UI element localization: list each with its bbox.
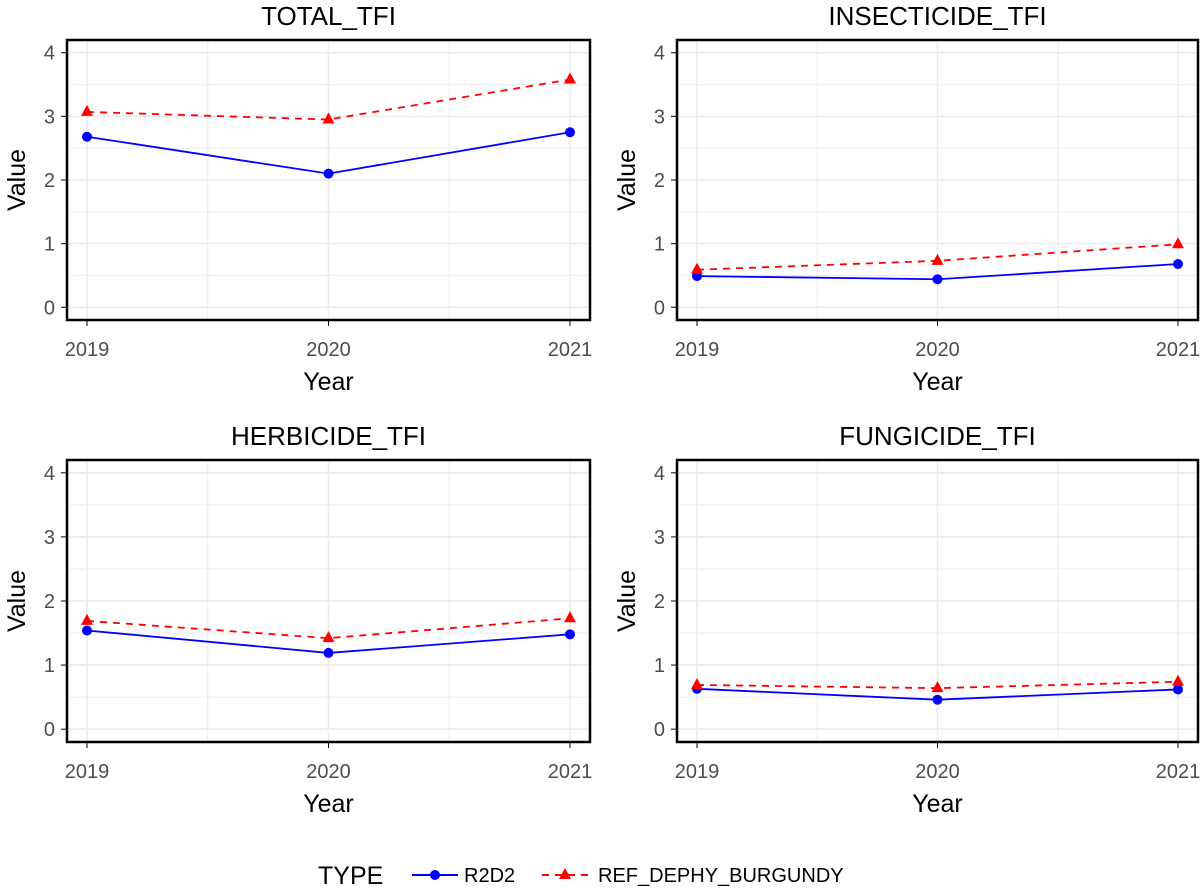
y-tick-label: 0 <box>654 719 665 741</box>
point-r2d2 <box>565 629 575 640</box>
x-tick-label: 2019 <box>675 339 720 361</box>
y-tick-label: 4 <box>654 43 665 65</box>
y-tick-label: 3 <box>44 106 55 128</box>
x-tick-label: 2019 <box>675 761 720 783</box>
x-axis-label: Year <box>912 368 963 396</box>
point-r2d2 <box>932 274 943 285</box>
y-tick-label: 4 <box>654 463 665 485</box>
legend: TYPE R2D2 REF_DEPHY_BURGUNDY <box>318 862 844 890</box>
panel-title: FUNGICIDE_TFI <box>839 421 1035 451</box>
point-ref-dephy-burgundy <box>564 72 576 84</box>
panel-insecticide-tfi: 0 1 2 3 4 2019 2020 2021 INSECTICIDE_TFI Year Valu… <box>613 1 1200 396</box>
x-tick-label: 2020 <box>915 761 960 783</box>
y-axis-label: Value <box>613 149 641 211</box>
panel-total-tfi: 0 1 2 3 4 2019 2020 2021 TOTAL_TFI Year Value <box>3 1 592 396</box>
x-tick-label: 2021 <box>548 339 593 361</box>
y-tick-label: 0 <box>654 297 665 319</box>
point-ref-dephy-burgundy <box>322 631 335 643</box>
point-ref-dephy-burgundy <box>1172 237 1184 249</box>
legend-label-r2d2: R2D2 <box>464 865 515 887</box>
y-tick-label: 3 <box>654 106 665 128</box>
x-tick-label: 2020 <box>915 339 960 361</box>
series-line-ref-dephy-burgundy <box>86 78 571 121</box>
y-tick-label: 4 <box>44 463 55 485</box>
panel-herbicide-tfi: 0 1 2 3 4 2019 2020 2021 HERBICIDE_TFI Year Value <box>3 421 592 818</box>
y-tick-label: 2 <box>654 591 665 613</box>
x-tick-label: 2020 <box>306 761 351 783</box>
legend-marker-r2d2 <box>430 870 440 880</box>
y-tick-label: 2 <box>44 170 55 192</box>
y-tick-label: 1 <box>44 655 55 677</box>
x-tick-label: 2020 <box>306 339 351 361</box>
point-ref-dephy-burgundy <box>81 613 93 625</box>
point-r2d2 <box>1173 684 1183 695</box>
x-tick-label: 2021 <box>548 761 593 783</box>
y-tick-label: 4 <box>44 43 55 65</box>
panel-fungicide-tfi: 0 1 2 3 4 2019 2020 2021 FUNGICIDE_TFI Year Value <box>613 421 1200 818</box>
y-axis-label: Value <box>613 570 641 632</box>
point-ref-dephy-burgundy <box>931 253 944 265</box>
point-ref-dephy-burgundy <box>1172 674 1184 686</box>
y-tick-label: 0 <box>44 297 55 319</box>
point-ref-dephy-burgundy <box>931 681 944 693</box>
point-ref-dephy-burgundy <box>81 104 93 116</box>
point-ref-dephy-burgundy <box>322 112 335 124</box>
point-r2d2 <box>932 694 943 705</box>
panel-title: TOTAL_TFI <box>261 1 396 31</box>
y-tick-label: 0 <box>44 719 55 741</box>
point-ref-dephy-burgundy <box>691 677 703 689</box>
x-axis-label: Year <box>303 790 354 818</box>
point-ref-dephy-burgundy <box>691 262 703 274</box>
panel-title: INSECTICIDE_TFI <box>828 1 1046 31</box>
point-r2d2 <box>82 625 92 636</box>
legend-label-ref-dephy-burgundy: REF_DEPHY_BURGUNDY <box>598 865 844 887</box>
legend-marker-ref-dephy-burgundy <box>559 868 571 879</box>
y-tick-label: 3 <box>44 527 55 549</box>
point-r2d2 <box>323 168 334 179</box>
point-r2d2 <box>82 131 92 142</box>
y-tick-label: 1 <box>654 234 665 256</box>
x-axis-label: Year <box>303 368 354 396</box>
y-axis-label: Value <box>3 149 31 211</box>
legend-title: TYPE <box>318 862 383 890</box>
x-tick-label: 2019 <box>65 339 110 361</box>
y-tick-label: 3 <box>654 527 665 549</box>
point-r2d2 <box>323 647 334 658</box>
y-axis-label: Value <box>3 570 31 632</box>
panel-title: HERBICIDE_TFI <box>231 421 426 451</box>
x-tick-label: 2019 <box>65 761 110 783</box>
series-line-ref-dephy-burgundy <box>86 617 571 640</box>
x-axis-label: Year <box>912 790 963 818</box>
point-ref-dephy-burgundy <box>564 611 576 623</box>
point-r2d2 <box>1173 259 1183 269</box>
y-tick-label: 1 <box>44 234 55 256</box>
x-tick-label: 2021 <box>1156 339 1200 361</box>
point-r2d2 <box>565 127 575 138</box>
y-tick-label: 2 <box>44 591 55 613</box>
x-tick-label: 2021 <box>1156 761 1200 783</box>
y-tick-label: 1 <box>654 655 665 677</box>
y-tick-label: 2 <box>654 170 665 192</box>
